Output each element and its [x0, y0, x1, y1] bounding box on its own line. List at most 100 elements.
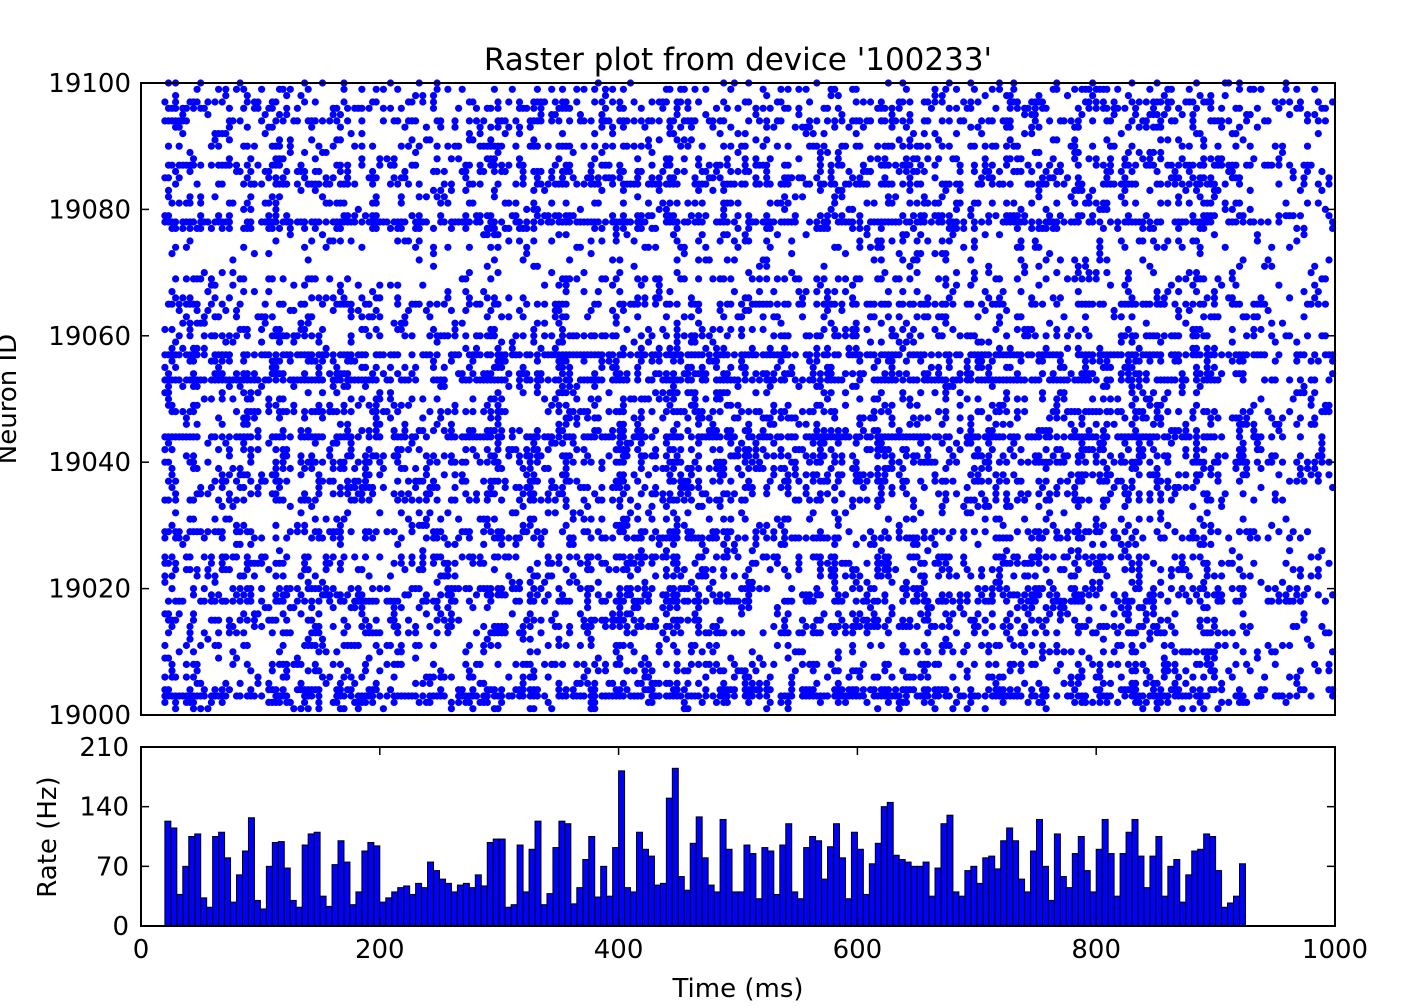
spike-point: [820, 427, 828, 435]
spike-point: [200, 376, 208, 384]
spike-point: [426, 698, 434, 707]
spike-point: [662, 515, 671, 523]
spike-point: [798, 616, 807, 624]
spike-point: [390, 673, 398, 681]
spike-point: [1196, 553, 1204, 561]
spike-point: [1128, 578, 1136, 586]
spike-point: [1210, 344, 1218, 352]
spike-point: [462, 408, 470, 416]
spike-point: [573, 660, 581, 669]
spike-point: [1149, 559, 1158, 567]
spike-point: [755, 585, 764, 593]
spike-point: [1096, 344, 1104, 352]
spike-point: [1153, 471, 1161, 479]
spike-point: [1099, 439, 1107, 447]
spike-point: [315, 667, 323, 675]
spike-point: [451, 597, 459, 605]
spike-point: [1081, 471, 1090, 479]
spike-point: [336, 566, 344, 574]
spike-point: [279, 458, 287, 466]
spike-point: [1046, 433, 1054, 441]
spike-point: [480, 622, 488, 631]
spike-point: [942, 395, 950, 403]
spike-point: [709, 420, 717, 428]
spike-point: [301, 521, 309, 530]
spike-point: [1239, 648, 1247, 656]
spike-point: [673, 515, 681, 523]
spike-point: [727, 363, 735, 371]
spike-point: [616, 654, 624, 662]
spike-point: [318, 376, 327, 384]
spike-point: [1006, 534, 1014, 542]
spike-point: [874, 673, 882, 681]
raster-title: Raster plot from device '100233': [484, 42, 992, 78]
spike-point: [1243, 332, 1251, 340]
spike-point: [1089, 370, 1097, 378]
spike-point: [397, 641, 405, 650]
spike-point: [1303, 528, 1312, 536]
spike-point: [1207, 414, 1215, 422]
spike-point: [161, 641, 169, 650]
spike-point: [1203, 490, 1211, 498]
spike-point: [189, 370, 198, 378]
spike-point: [601, 534, 610, 542]
spike-point: [512, 509, 520, 517]
spike-point: [874, 597, 882, 605]
spike-point: [659, 414, 667, 422]
spike-point: [551, 483, 559, 492]
spike-point: [329, 490, 337, 498]
spike-point: [1089, 553, 1097, 561]
spike-point: [1157, 351, 1165, 359]
spike-point: [555, 622, 563, 631]
spike-point: [1200, 458, 1208, 466]
spike-point: [462, 490, 470, 498]
spike-point: [852, 332, 860, 340]
spike-point: [781, 540, 789, 549]
spike-point: [745, 597, 753, 605]
spike-point: [816, 616, 825, 624]
spike-point: [823, 344, 832, 352]
spike-point: [258, 585, 266, 593]
spike-point: [186, 635, 194, 643]
spike-point: [1296, 597, 1304, 605]
spike-point: [591, 686, 599, 694]
spike-point: [591, 382, 599, 390]
spike-point: [247, 667, 255, 675]
spike-point: [1106, 553, 1115, 561]
spike-point: [408, 559, 416, 567]
spike-point: [752, 452, 760, 460]
spike-point: [168, 521, 176, 530]
spike-point: [326, 370, 334, 378]
spike-point: [802, 471, 810, 479]
spike-point: [745, 464, 753, 473]
spike-point: [1203, 559, 1211, 567]
spike-point: [1099, 679, 1107, 688]
spike-point: [841, 591, 850, 599]
spike-point: [1135, 585, 1143, 593]
spike-point: [942, 464, 950, 473]
spike-point: [870, 534, 878, 542]
spike-point: [677, 446, 685, 454]
spike-point: [906, 332, 914, 340]
spike-point: [336, 679, 344, 688]
spike-point: [662, 610, 671, 618]
spike-point: [541, 528, 549, 536]
spike-point: [1006, 420, 1014, 428]
spike-point: [1135, 458, 1143, 466]
spike-point: [587, 566, 595, 574]
spike-point: [1286, 408, 1294, 416]
spike-point: [247, 591, 255, 599]
spike-point: [673, 521, 681, 530]
spike-point: [1203, 566, 1211, 574]
spike-point: [401, 427, 409, 435]
spike-point: [523, 370, 531, 378]
spike-point: [630, 648, 638, 656]
spike-point: [723, 692, 731, 700]
spike-point: [874, 616, 882, 624]
spike-point: [358, 622, 366, 631]
spike-point: [877, 408, 885, 416]
spike-point: [1038, 654, 1047, 662]
spike-point: [1024, 490, 1032, 498]
spike-point: [376, 553, 384, 561]
spike-point: [1210, 572, 1218, 580]
